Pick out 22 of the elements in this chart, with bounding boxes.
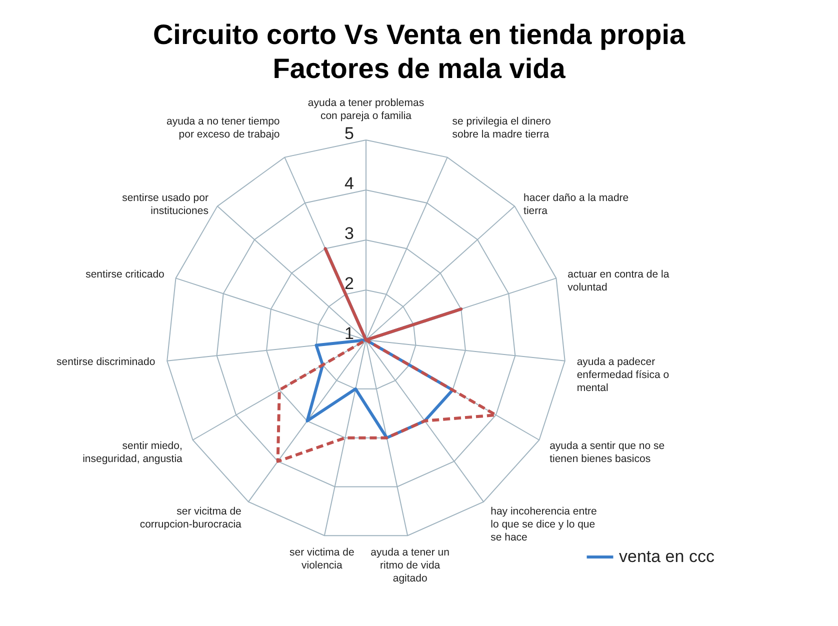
legend-label: venta en ccc: [619, 547, 715, 566]
spoke-label: sentir miedo, inseguridad, angustia: [82, 440, 183, 465]
y-tick-label: 3: [344, 224, 354, 243]
spoke-label: sentirse usado por instituciones: [122, 192, 209, 218]
y-tick-label: 1: [344, 324, 354, 343]
spoke-label: ayuda a padecer enfermedad física o mental: [576, 356, 670, 394]
spoke-label: hacer daño a la madre tierra: [524, 192, 629, 218]
chart-title: Circuito corto Vs Venta en tienda propia Factores de mala vida: [152, 19, 686, 84]
spoke-label: sentirse discriminado: [56, 356, 156, 368]
spoke-label: ayuda a tener problemas con pareja o familia: [308, 97, 424, 122]
spoke-label: ser vicitma de corrupcion-burocracia: [140, 506, 242, 531]
spoke-label: ser victima de violencia: [290, 546, 354, 572]
spoke-label: ayuda a sentir que no se tienen bienes basicos: [550, 440, 665, 465]
y-tick-label: 2: [344, 274, 354, 293]
spoke-label: se privilegia el dinero sobre la madre tierra: [452, 115, 552, 140]
y-tick-label: 5: [344, 124, 354, 143]
spoke-label: hay incoherencia entre lo que se dice y lo que se hace: [490, 506, 598, 544]
spoke-label: sentirse criticado: [86, 268, 165, 280]
spoke-label: actuar en contra de la voluntad: [568, 268, 670, 294]
spoke-label: ayuda a no tener tiempo por exceso de trabajo: [166, 115, 280, 140]
spoke-label: ayuda a tener un ritmo de vida agitado: [370, 546, 450, 584]
y-tick-label: 4: [344, 174, 354, 193]
